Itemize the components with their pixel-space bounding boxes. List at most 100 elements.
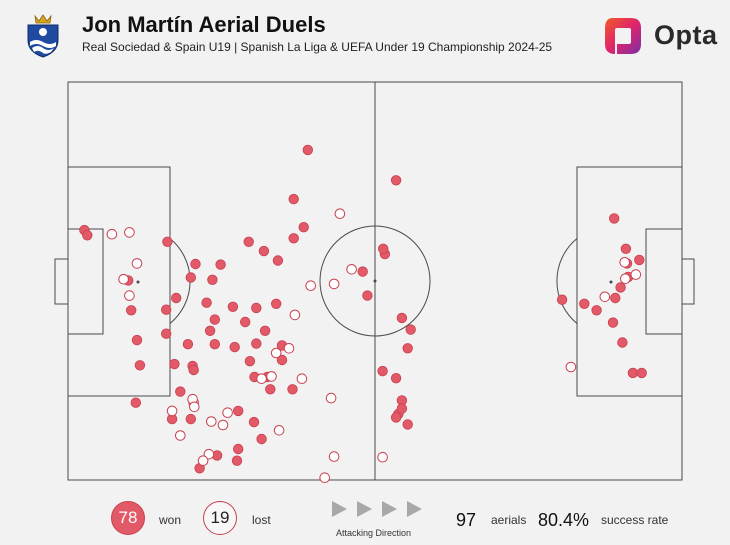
centre-spot xyxy=(373,279,377,283)
won-duel-point xyxy=(396,312,408,324)
aerials-count: 97 xyxy=(456,510,477,530)
lost-duel-point xyxy=(377,451,388,463)
aerials-label: aerials xyxy=(491,513,527,527)
won-duel-point xyxy=(634,254,645,266)
won-duel-point xyxy=(256,433,267,445)
won-duel-point xyxy=(175,386,186,397)
won-duel-point xyxy=(396,403,408,414)
lost-duel-point xyxy=(175,430,186,441)
won-duel-point xyxy=(209,339,221,350)
lost-duel-point xyxy=(131,258,143,269)
won-duel-point xyxy=(209,314,221,325)
won-duel-point xyxy=(579,298,590,310)
right-six-yard-box xyxy=(645,228,683,335)
right-penalty-spot xyxy=(609,280,613,284)
won-label: won xyxy=(159,513,182,527)
club-crest-icon xyxy=(18,12,68,58)
lost-duel-point xyxy=(334,208,346,219)
won-duel-point xyxy=(259,325,271,337)
won-duel-point xyxy=(609,213,620,224)
lost-duel-point xyxy=(325,392,337,404)
won-duel-point xyxy=(232,405,244,417)
won-duel-point xyxy=(185,272,197,283)
won-duel-point xyxy=(188,364,199,376)
left-goal xyxy=(54,258,69,305)
opta-logo-icon xyxy=(603,14,723,58)
lost-duel-point xyxy=(328,278,340,290)
won-duel-point xyxy=(288,233,299,244)
won-duel-point xyxy=(276,354,288,366)
left-penalty-spot xyxy=(136,280,140,284)
won-duel-point xyxy=(272,255,284,266)
lost-label: lost xyxy=(252,513,271,527)
lost-duel-point xyxy=(619,257,631,268)
attacking-direction-label: Attacking Direction xyxy=(336,528,412,538)
won-duel-point xyxy=(390,373,402,384)
lost-duel-point xyxy=(599,291,611,303)
won-duel-point xyxy=(298,221,309,233)
won-duel-point xyxy=(239,316,251,328)
lost-duel-point xyxy=(283,343,295,354)
won-duel-point xyxy=(82,230,93,241)
won-duel-point xyxy=(244,356,256,367)
lost-duel-point xyxy=(346,264,357,275)
lost-duel-point xyxy=(620,273,631,285)
won-duel-point xyxy=(229,341,240,353)
lost-duel-point xyxy=(328,451,340,462)
won-duel-point xyxy=(302,144,314,156)
won-duel-point xyxy=(610,292,621,304)
chart-title: Jon Martín Aerial Duels xyxy=(82,12,326,37)
won-duel-point xyxy=(390,175,402,186)
won-duel-point xyxy=(182,339,194,350)
won-duel-point xyxy=(243,236,254,248)
won-duel-point xyxy=(617,337,628,348)
won-duel-point xyxy=(231,455,243,466)
won-duel-point xyxy=(258,245,270,257)
lost-duel-point xyxy=(266,371,277,382)
duel-points xyxy=(79,144,647,484)
won-duel-point xyxy=(591,305,602,316)
lost-duel-point xyxy=(166,405,178,417)
won-duel-point xyxy=(170,292,182,304)
won-duel-point xyxy=(287,384,298,395)
won-duel-point xyxy=(251,338,262,349)
lost-duel-point xyxy=(189,401,200,413)
lost-duel-point xyxy=(118,273,129,285)
chart-subtitle: Real Sociedad & Spain U19 | Spanish La L… xyxy=(82,40,553,54)
won-duel-point xyxy=(362,290,373,301)
right-goal xyxy=(681,258,695,305)
lost-duel-point xyxy=(106,228,118,240)
attacking-direction-arrows-icon xyxy=(332,500,424,518)
lost-duel-point xyxy=(124,227,135,238)
won-duel-point xyxy=(131,334,143,346)
right-penalty-arc xyxy=(556,238,578,324)
won-duel-point xyxy=(204,325,216,337)
lost-duel-point xyxy=(319,472,331,484)
lost-count-badge: 19 xyxy=(203,501,237,535)
lost-duel-point xyxy=(256,373,267,385)
won-duel-point xyxy=(607,317,619,328)
won-duel-point xyxy=(357,266,368,277)
lost-duel-point xyxy=(203,448,215,460)
won-duel-point xyxy=(125,305,137,316)
lost-duel-point xyxy=(289,309,301,321)
won-duel-point xyxy=(556,294,568,305)
won-duel-point xyxy=(615,282,626,293)
won-duel-point xyxy=(190,258,201,270)
won-duel-point xyxy=(160,304,172,315)
lost-duel-point xyxy=(296,373,308,385)
lost-duel-point xyxy=(630,269,642,280)
won-count-badge: 78 xyxy=(111,501,145,535)
lost-duel-point xyxy=(305,280,317,292)
won-duel-point xyxy=(265,384,276,395)
lost-duel-point xyxy=(270,347,282,359)
opta-brand: Opta xyxy=(654,20,718,50)
centre-circle xyxy=(319,225,431,337)
lost-duel-point xyxy=(197,455,209,467)
won-duel-point xyxy=(130,397,142,408)
won-duel-point xyxy=(627,367,639,379)
success-rate-label: success rate xyxy=(601,513,669,527)
won-duel-point xyxy=(620,243,632,255)
won-duel-point xyxy=(227,301,239,313)
won-duel-point xyxy=(201,297,212,308)
